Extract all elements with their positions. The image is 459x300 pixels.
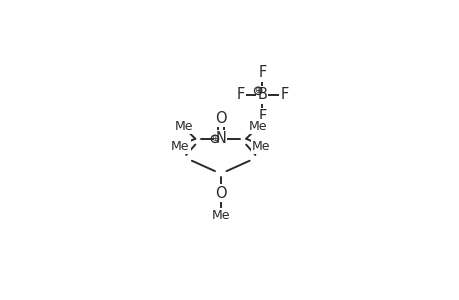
- Text: F: F: [257, 65, 266, 80]
- Text: F: F: [236, 87, 244, 102]
- Text: N: N: [215, 131, 226, 146]
- Text: ⊕: ⊕: [211, 134, 218, 143]
- Text: Me: Me: [174, 120, 192, 133]
- Text: Me: Me: [211, 208, 230, 221]
- Text: ⊕: ⊕: [254, 86, 261, 95]
- Text: Me: Me: [252, 140, 270, 153]
- Text: F: F: [257, 109, 266, 124]
- Text: O: O: [214, 110, 226, 125]
- Text: O: O: [214, 186, 226, 201]
- Text: F: F: [280, 87, 288, 102]
- Text: Me: Me: [171, 140, 189, 153]
- Text: B: B: [257, 87, 267, 102]
- Text: Me: Me: [248, 120, 267, 133]
